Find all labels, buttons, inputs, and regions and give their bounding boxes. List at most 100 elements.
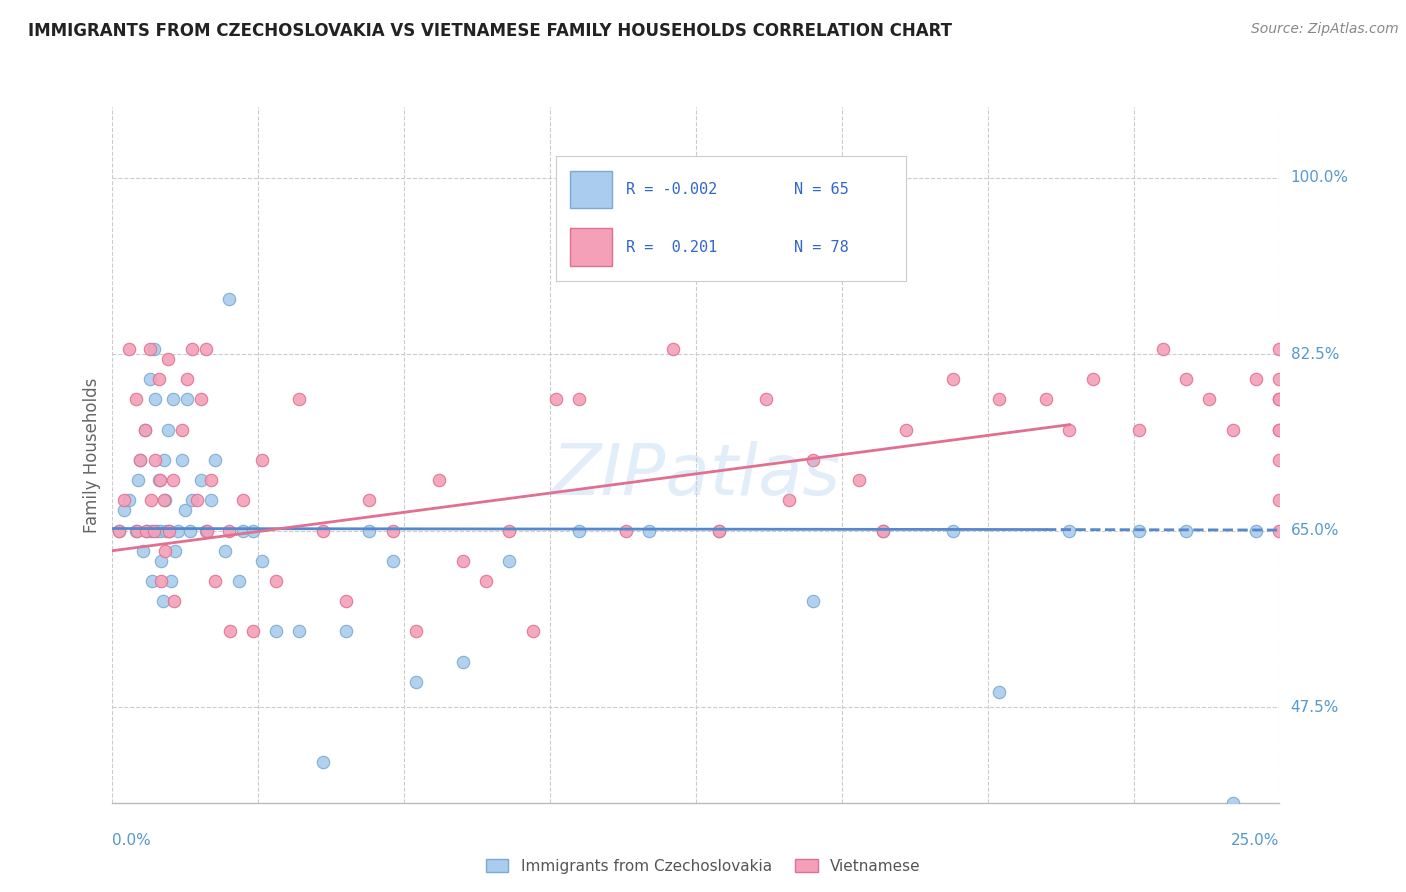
Point bbox=[264, 624, 287, 639]
Point bbox=[112, 493, 135, 508]
Point bbox=[108, 524, 131, 538]
Point bbox=[173, 503, 195, 517]
Point bbox=[134, 423, 156, 437]
Point bbox=[1059, 524, 1081, 538]
Point bbox=[194, 524, 217, 538]
Point bbox=[194, 342, 217, 356]
Point bbox=[709, 524, 731, 538]
Point bbox=[186, 493, 208, 508]
Point bbox=[568, 524, 591, 538]
Point bbox=[1222, 796, 1244, 810]
Point bbox=[288, 392, 311, 407]
Point bbox=[200, 473, 222, 487]
Point bbox=[139, 372, 162, 386]
Point bbox=[498, 524, 520, 538]
Point bbox=[165, 543, 187, 558]
Point bbox=[228, 574, 250, 588]
Point bbox=[264, 574, 287, 588]
Point bbox=[942, 372, 965, 386]
Point bbox=[125, 524, 148, 538]
Point bbox=[166, 524, 188, 538]
Point bbox=[145, 453, 167, 467]
Point bbox=[335, 624, 357, 639]
Point bbox=[180, 493, 202, 508]
Point bbox=[311, 524, 333, 538]
Point bbox=[136, 524, 159, 538]
Point bbox=[108, 524, 131, 538]
Text: R =  0.201: R = 0.201 bbox=[626, 240, 717, 255]
Text: 82.5%: 82.5% bbox=[1291, 347, 1339, 361]
Point bbox=[1268, 524, 1291, 538]
Point bbox=[335, 594, 357, 608]
Point bbox=[801, 453, 824, 467]
Point bbox=[176, 372, 198, 386]
Point bbox=[661, 342, 683, 356]
Point bbox=[942, 524, 965, 538]
Point bbox=[988, 392, 1011, 407]
Point bbox=[242, 624, 264, 639]
Point bbox=[195, 524, 218, 538]
Point bbox=[153, 493, 176, 508]
Point bbox=[1175, 372, 1198, 386]
Point bbox=[288, 624, 311, 639]
Point bbox=[129, 453, 152, 467]
Point bbox=[1268, 493, 1291, 508]
Point bbox=[153, 543, 176, 558]
Point bbox=[157, 352, 180, 367]
Point bbox=[163, 594, 186, 608]
Point bbox=[1152, 342, 1174, 356]
Text: 47.5%: 47.5% bbox=[1291, 699, 1339, 714]
Point bbox=[155, 524, 177, 538]
Point bbox=[1198, 392, 1220, 407]
Point bbox=[232, 493, 254, 508]
Point bbox=[427, 826, 450, 840]
Point bbox=[149, 473, 172, 487]
Point bbox=[190, 392, 212, 407]
Point bbox=[544, 392, 567, 407]
Point bbox=[381, 554, 404, 568]
Point bbox=[568, 392, 591, 407]
Point bbox=[146, 524, 169, 538]
Point bbox=[129, 453, 152, 467]
Point bbox=[148, 473, 170, 487]
Point bbox=[179, 524, 201, 538]
Point bbox=[359, 493, 381, 508]
Point bbox=[894, 423, 917, 437]
Point bbox=[1268, 423, 1291, 437]
Point bbox=[150, 554, 173, 568]
Point bbox=[475, 574, 498, 588]
Point bbox=[139, 493, 162, 508]
Point bbox=[190, 473, 212, 487]
Point bbox=[1128, 524, 1150, 538]
Point bbox=[1128, 423, 1150, 437]
Point bbox=[172, 423, 194, 437]
Point bbox=[172, 453, 194, 467]
Point bbox=[1268, 372, 1291, 386]
Point bbox=[218, 292, 240, 306]
Point bbox=[214, 543, 236, 558]
Point bbox=[405, 624, 427, 639]
Point bbox=[218, 524, 240, 538]
Point bbox=[139, 524, 162, 538]
Point bbox=[204, 574, 226, 588]
Point bbox=[405, 674, 427, 689]
Point bbox=[755, 392, 778, 407]
Point bbox=[1222, 423, 1244, 437]
Point bbox=[242, 524, 264, 538]
Point bbox=[1268, 392, 1291, 407]
Point bbox=[872, 524, 894, 538]
Point bbox=[157, 423, 180, 437]
Point bbox=[1244, 372, 1267, 386]
Point bbox=[132, 543, 155, 558]
Text: 25.0%: 25.0% bbox=[1232, 833, 1279, 848]
Point bbox=[159, 524, 181, 538]
Point bbox=[118, 493, 141, 508]
Point bbox=[801, 594, 824, 608]
Text: R = -0.002: R = -0.002 bbox=[626, 182, 717, 197]
Text: 100.0%: 100.0% bbox=[1291, 170, 1348, 186]
Point bbox=[204, 453, 226, 467]
Point bbox=[359, 524, 381, 538]
Point bbox=[180, 342, 202, 356]
Point bbox=[150, 574, 173, 588]
Point bbox=[160, 574, 183, 588]
